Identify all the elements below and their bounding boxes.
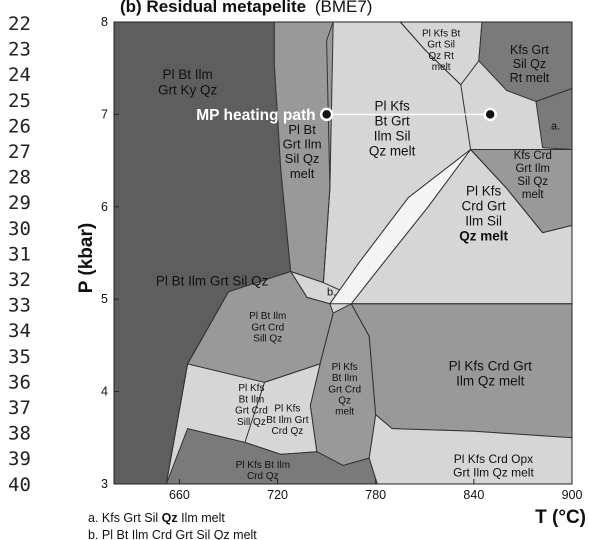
field-labels: Pl Bt Ilm Grt Ky Qz Pl Bt Ilm Grt Sil Qz Pl…	[156, 28, 560, 482]
heating-path-end-marker	[483, 107, 497, 122]
line-number: 40	[8, 474, 31, 496]
x-tick-label: 840	[463, 488, 484, 502]
line-number: 28	[8, 167, 31, 189]
field-pl-kfs-bt-grt-ilm-sil-qz-melt-label: Pl Kfs Bt Grt Ilm Sil Qz melt	[369, 98, 416, 158]
line-number: 31	[8, 243, 31, 265]
heating-path: MP heating path	[196, 107, 497, 124]
line-number: 24	[8, 64, 31, 86]
field-pl-kfs-bt-ilm-crd-qz-label: Pl Kfs Bt Ilm Crd Qz	[236, 460, 290, 482]
line-number: 29	[8, 192, 31, 214]
footnote: a. Kfs Grt Sil Qz Ilm melt	[88, 511, 225, 525]
field-a-label: a.	[551, 120, 560, 132]
line-number: 34	[8, 320, 31, 342]
chart-title-suffix: (BME7)	[315, 0, 373, 16]
phase-boundary	[470, 149, 573, 234]
plot-frame	[113, 21, 573, 485]
y-tick-label: 8	[101, 15, 108, 29]
chart-title: (b) Residual metapelite (BME7)	[120, 0, 372, 16]
x-tick-label: 660	[169, 488, 190, 502]
x-axis-label: T (°C)	[535, 507, 586, 528]
line-number: 37	[8, 397, 31, 419]
reaction-wedge	[328, 149, 472, 305]
field-b-label: b.	[327, 287, 336, 299]
field-pl-kfs-bt-grt-sil-qz-rt-melt-label: Pl Kfs Bt Grt Sil Qz Rt melt	[422, 28, 461, 73]
field-kfs-grt-sil-qz-rt-melt-label: Kfs Grt Sil Qz Rt melt	[510, 43, 550, 85]
line-number: 36	[8, 371, 31, 393]
field-pl-bt-ilm-grt-crd-sill-qz-label: Pl Bt Ilm Grt Crd Sill Qz	[249, 311, 286, 344]
field-pl-bt-ilm-grt-ky-qz-label: Pl Bt Ilm Grt Ky Qz	[158, 67, 218, 97]
line-number: 39	[8, 448, 31, 470]
y-tick-label: 5	[101, 292, 108, 306]
axes: 660 720 780 840 900 3 4 5 6 7 8	[101, 15, 582, 502]
phase-boundary	[165, 291, 229, 485]
line-number: 27	[8, 141, 31, 163]
line-numbers: 22 23 24 25 26 27 28 29 30 31 32 33 34 35 36 37 38 39 40	[8, 13, 31, 496]
y-axis-label: P (kbar)	[76, 223, 97, 293]
x-tick-label: 900	[562, 488, 583, 502]
phase-boundary	[399, 21, 472, 150]
line-number: 38	[8, 423, 31, 445]
field-pl-kfs-bt-ilm-grt-crd-qz-melt-label: Pl Kfs Bt Ilm Grt Crd Qz melt	[328, 362, 361, 418]
line-number: 32	[8, 269, 31, 291]
footnote: b. Pl Bt Ilm Crd Grt Sil Qz melt	[88, 528, 257, 540]
y-tick-label: 6	[101, 200, 108, 214]
line-number: 33	[8, 295, 31, 317]
field-pl-bt-grt-ilm-sil-qz-melt-label: Pl Bt Grt Ilm Sil Qz melt	[283, 122, 322, 181]
line-number: 35	[8, 346, 31, 368]
field-pl-kfs-crd-grt-ilm-qz-melt-label: Pl Kfs Crd Grt Ilm Qz melt	[449, 358, 533, 388]
y-tick-label: 3	[101, 477, 108, 491]
field-pl-bt-ilm-grt-sil-qz-label: Pl Bt Ilm Grt Sil Qz	[156, 273, 269, 288]
field-pl-kfs-bt-ilm-grt-crd-qz-label: Pl Kfs Bt Ilm Grt Crd Qz	[266, 404, 308, 437]
phase-fields	[113, 21, 573, 485]
y-tick-label: 4	[101, 385, 108, 399]
field-kfs-crd-grt-ilm-sil-qz-melt-label: Kfs Crd Grt Ilm Sil Qz melt	[514, 150, 552, 201]
field-pl-kfs-crd-opx-grt-ilm-qz-melt-label: Pl Kfs Crd Opx Grt Ilm Qz melt	[453, 452, 534, 479]
line-number: 30	[8, 218, 31, 240]
plot-area: Pl Bt Ilm Grt Ky Qz Pl Bt Ilm Grt Sil Qz Pl…	[113, 21, 573, 485]
field-pl-kfs-crd-grt-ilm-sil-qz-melt-label: Pl Kfs Crd Grt Ilm Sil Qz melt	[459, 183, 508, 243]
x-tick-label: 780	[365, 488, 386, 502]
y-tick-label: 7	[101, 107, 108, 121]
line-number: 25	[8, 90, 31, 112]
line-number: 23	[8, 39, 31, 61]
line-number: 26	[8, 115, 31, 137]
footnotes: a. Kfs Grt Sil Qz Ilm melt b. Pl Bt Ilm C…	[88, 511, 257, 540]
chart-title-bold: (b) Residual metapelite	[120, 0, 306, 16]
heating-path-start-marker	[319, 107, 334, 122]
heating-path-label: MP heating path	[196, 107, 315, 124]
x-tick-label: 720	[267, 488, 288, 502]
field-pl-kfs-bt-ilm-grt-crd-sill-qz-label: Pl Kfs Bt Ilm Grt Crd Sill Qz	[235, 383, 268, 428]
phase-boundaries	[165, 21, 573, 485]
line-number: 22	[8, 13, 31, 35]
